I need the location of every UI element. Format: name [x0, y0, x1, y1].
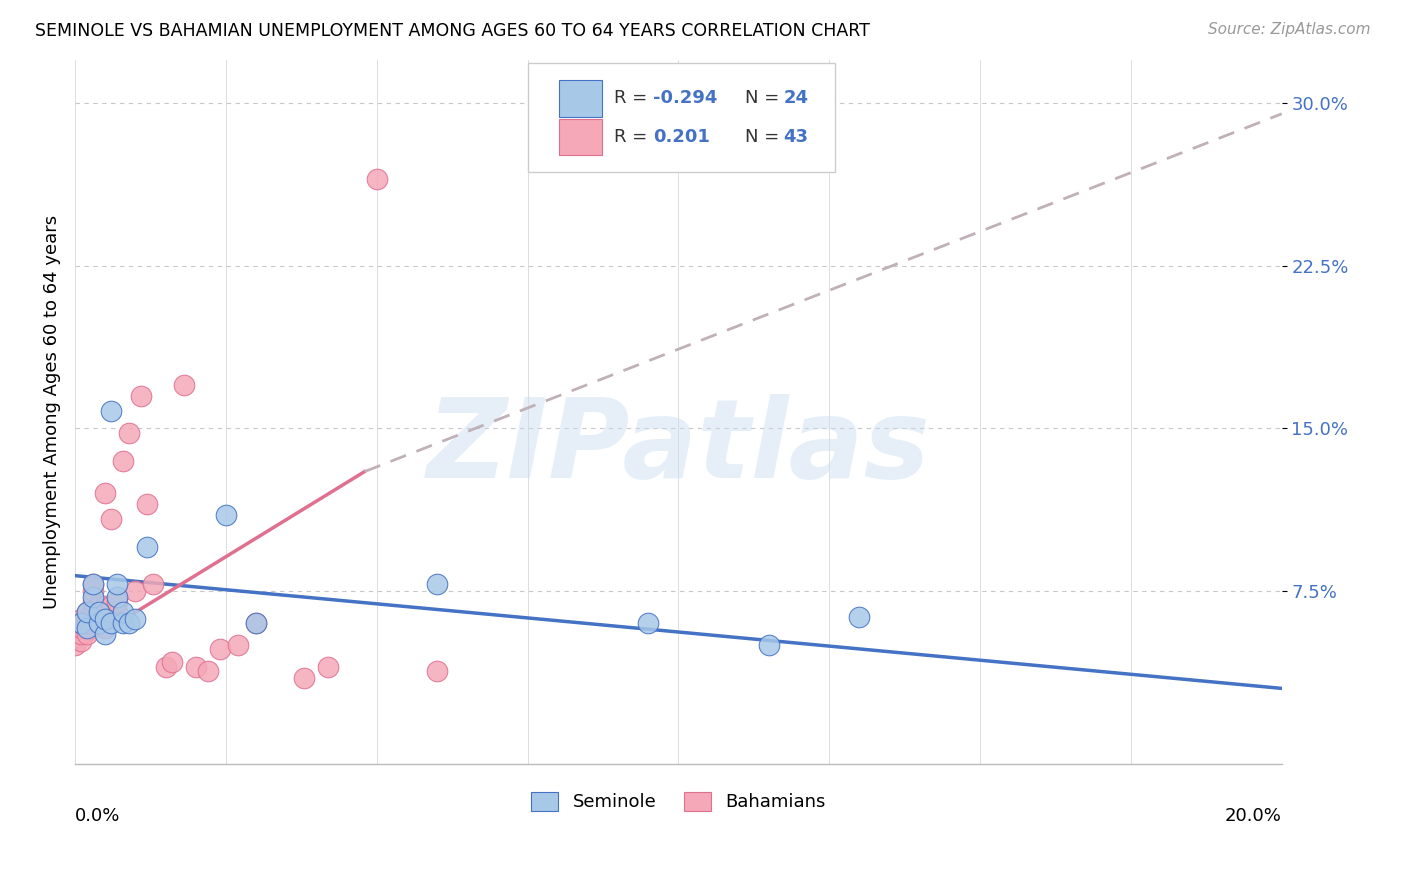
Point: [245, 616, 267, 631]
Point: [245, 616, 267, 631]
Point: [70, 616, 93, 631]
Text: 0.201: 0.201: [652, 128, 710, 146]
Point: [70, 621, 93, 635]
Text: N =: N =: [745, 89, 785, 107]
Point: [112, 606, 135, 620]
Point: [63, 638, 86, 652]
Text: ZIPatlas: ZIPatlas: [426, 393, 931, 500]
Point: [76, 606, 98, 620]
Point: [89, 616, 111, 631]
Point: [160, 656, 183, 670]
FancyBboxPatch shape: [527, 63, 835, 172]
Point: [94, 486, 117, 500]
Point: [226, 638, 249, 652]
Point: [124, 583, 146, 598]
Legend: Seminole, Bahamians: Seminole, Bahamians: [524, 785, 832, 819]
Point: [426, 664, 449, 678]
Text: N =: N =: [745, 128, 785, 146]
Point: [70, 633, 93, 648]
Point: [82, 577, 104, 591]
Point: [70, 616, 93, 631]
Y-axis label: Unemployment Among Ages 60 to 64 years: Unemployment Among Ages 60 to 64 years: [44, 215, 60, 609]
Point: [136, 497, 159, 511]
Point: [76, 616, 98, 631]
Point: [100, 599, 122, 613]
FancyBboxPatch shape: [560, 80, 602, 117]
Point: [89, 599, 111, 613]
Point: [76, 627, 98, 641]
Point: [112, 616, 135, 631]
Point: [76, 621, 98, 635]
Text: Source: ZipAtlas.com: Source: ZipAtlas.com: [1208, 22, 1371, 37]
Point: [76, 606, 98, 620]
Point: [105, 591, 128, 605]
Point: [70, 612, 93, 626]
Point: [118, 616, 141, 631]
Point: [82, 594, 104, 608]
Point: [105, 594, 128, 608]
Point: [637, 616, 659, 631]
Point: [758, 638, 780, 652]
Text: -0.294: -0.294: [652, 89, 717, 107]
Point: [94, 612, 117, 626]
Point: [366, 172, 388, 186]
Point: [89, 606, 111, 620]
Text: SEMINOLE VS BAHAMIAN UNEMPLOYMENT AMONG AGES 60 TO 64 YEARS CORRELATION CHART: SEMINOLE VS BAHAMIAN UNEMPLOYMENT AMONG …: [35, 22, 870, 40]
Point: [70, 627, 93, 641]
Point: [292, 671, 315, 685]
Point: [94, 627, 117, 641]
Text: R =: R =: [614, 89, 654, 107]
Point: [63, 627, 86, 641]
Point: [89, 616, 111, 631]
FancyBboxPatch shape: [560, 119, 602, 155]
Point: [82, 606, 104, 620]
Text: R =: R =: [614, 128, 659, 146]
Point: [215, 508, 238, 522]
Point: [124, 612, 146, 626]
Point: [76, 612, 98, 626]
Point: [131, 389, 153, 403]
Text: 0.0%: 0.0%: [75, 806, 121, 824]
Point: [318, 659, 340, 673]
Point: [94, 621, 117, 635]
Text: 43: 43: [783, 128, 808, 146]
Point: [155, 659, 177, 673]
Point: [184, 659, 207, 673]
Point: [142, 577, 165, 591]
Point: [100, 512, 122, 526]
Point: [89, 606, 111, 620]
Point: [208, 642, 231, 657]
Point: [94, 599, 117, 613]
Point: [105, 606, 128, 620]
Point: [118, 425, 141, 440]
Point: [82, 577, 104, 591]
Point: [82, 591, 104, 605]
Point: [848, 610, 870, 624]
Point: [197, 664, 219, 678]
Text: 20.0%: 20.0%: [1225, 806, 1282, 824]
Point: [426, 577, 449, 591]
Point: [82, 583, 104, 598]
Point: [100, 616, 122, 631]
Point: [173, 377, 195, 392]
Point: [136, 541, 159, 555]
Text: 24: 24: [783, 89, 808, 107]
Point: [105, 577, 128, 591]
Point: [112, 454, 135, 468]
Point: [100, 404, 122, 418]
